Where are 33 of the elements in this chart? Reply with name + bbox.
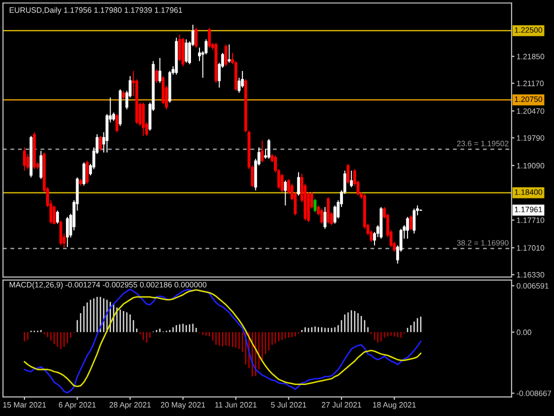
candlestick xyxy=(178,34,182,62)
candlestick xyxy=(280,173,284,192)
candlestick xyxy=(412,208,416,234)
candlestick xyxy=(155,68,158,84)
candlestick xyxy=(326,196,330,224)
candlestick xyxy=(267,138,270,160)
candlestick xyxy=(142,102,145,136)
candlestick xyxy=(40,150,42,180)
candlestick xyxy=(158,57,162,84)
candlestick xyxy=(23,146,26,172)
candlestick xyxy=(56,210,59,224)
candlestick xyxy=(86,160,89,184)
candlestick xyxy=(98,135,102,152)
candlestick xyxy=(184,38,188,64)
candlestick xyxy=(314,198,317,213)
candlestick xyxy=(409,214,412,231)
candlestick xyxy=(284,180,287,206)
candlestick xyxy=(320,208,324,224)
candlestick xyxy=(224,44,228,67)
candlestick xyxy=(333,204,336,224)
candlestick xyxy=(194,27,198,48)
candlestick xyxy=(297,172,300,196)
candlestick xyxy=(350,170,353,188)
candlestick xyxy=(52,204,56,225)
candlestick xyxy=(66,216,69,248)
candlestick xyxy=(82,162,86,186)
candlestick xyxy=(324,206,326,230)
candlestick xyxy=(115,114,118,133)
candlestick xyxy=(59,220,62,246)
candlestick xyxy=(228,44,231,64)
candlestick xyxy=(406,216,409,240)
candlestick xyxy=(346,163,350,184)
candlestick xyxy=(208,27,211,48)
